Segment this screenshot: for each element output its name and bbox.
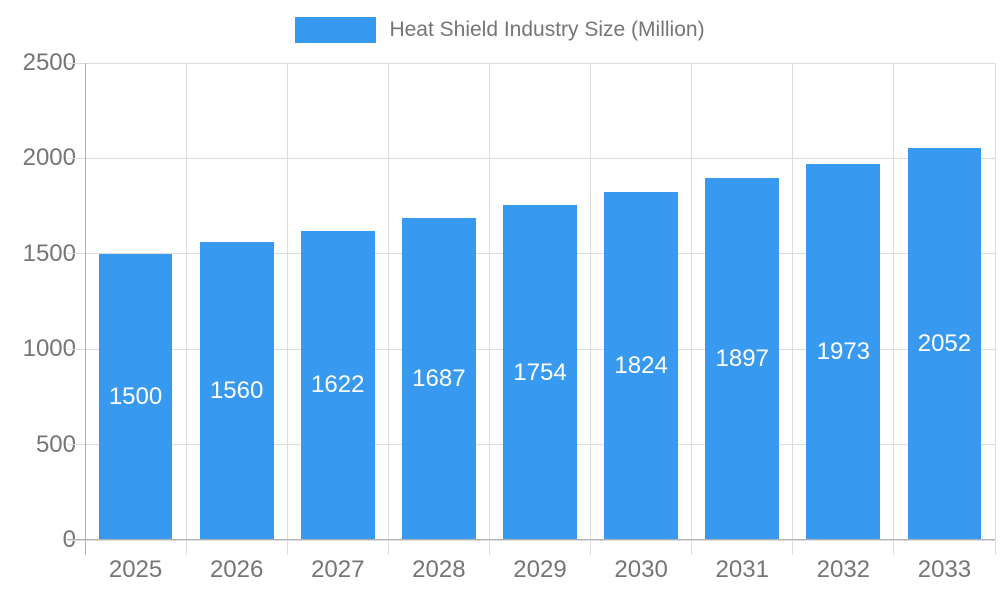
plot-area: 1500 1560 1622 1687 1754 1824 1897 1973 2052 [67, 62, 996, 555]
bar-2031[interactable]: 1897 [705, 178, 780, 540]
bar-2027[interactable]: 1622 [300, 230, 375, 540]
bar-value-label: 1897 [715, 345, 769, 373]
bar-value-label: 1824 [614, 351, 668, 379]
x-axis-tick-label: 2025 [108, 556, 163, 583]
x-axis-labels: 2025 2026 2027 2028 2029 2030 2031 2032 2033 [85, 556, 995, 592]
bar-value-label: 1622 [311, 371, 365, 399]
y-axis-line [85, 63, 86, 555]
bar-value-label: 1560 [209, 377, 264, 405]
bar-2029[interactable]: 1754 [503, 205, 577, 540]
x-gridline [590, 63, 592, 555]
y-gridline [67, 539, 995, 541]
x-axis-tick-label: 2030 [614, 556, 668, 583]
x-gridline [691, 63, 693, 555]
legend[interactable]: Heat Shield Industry Size (Million) [0, 17, 1000, 43]
x-axis-line [67, 539, 995, 540]
bar-value-label: 1973 [816, 337, 871, 365]
legend-swatch [295, 17, 377, 43]
legend-label: Heat Shield Industry Size (Million) [389, 18, 705, 41]
x-axis-tick-label: 2028 [412, 556, 466, 583]
x-gridline [286, 63, 288, 555]
x-gridline [792, 63, 794, 555]
bar-2025[interactable]: 1500 [98, 253, 173, 540]
bar-2033[interactable]: 2052 [907, 148, 982, 540]
x-gridline [185, 63, 187, 555]
bar-2028[interactable]: 1687 [401, 218, 476, 540]
bar-2032[interactable]: 1973 [806, 163, 881, 540]
x-axis-tick-label: 2033 [917, 556, 972, 583]
bar-value-label: 1500 [108, 382, 163, 410]
bar-2030[interactable]: 1824 [604, 191, 678, 540]
x-axis-tick-label: 2027 [311, 556, 365, 583]
x-axis-tick-label: 2029 [513, 556, 567, 583]
bar-value-label: 1687 [412, 365, 466, 393]
x-gridline [387, 63, 389, 555]
x-axis-tick-label: 2031 [715, 556, 769, 583]
bar-value-label: 1754 [513, 358, 567, 386]
x-axis-tick-label: 2032 [816, 556, 871, 583]
bar-2026[interactable]: 1560 [199, 242, 274, 540]
y-gridline [67, 157, 995, 159]
x-gridline [994, 63, 996, 555]
x-gridline [893, 63, 895, 555]
y-axis-labels: 0 500 1000 1500 2000 2500 [0, 49, 76, 553]
y-gridline [67, 62, 995, 64]
x-gridline [488, 63, 490, 555]
bar-value-label: 2052 [917, 330, 972, 358]
x-axis-tick-label: 2026 [209, 556, 264, 583]
